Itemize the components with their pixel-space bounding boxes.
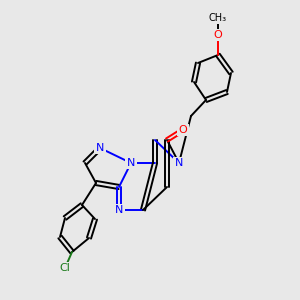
Text: N: N: [96, 143, 104, 153]
Text: N: N: [115, 205, 123, 215]
Text: Cl: Cl: [60, 263, 70, 273]
Text: N: N: [127, 158, 135, 168]
Text: CH₃: CH₃: [209, 13, 227, 23]
Text: O: O: [178, 125, 188, 135]
Text: N: N: [175, 158, 183, 168]
Text: O: O: [214, 30, 222, 40]
